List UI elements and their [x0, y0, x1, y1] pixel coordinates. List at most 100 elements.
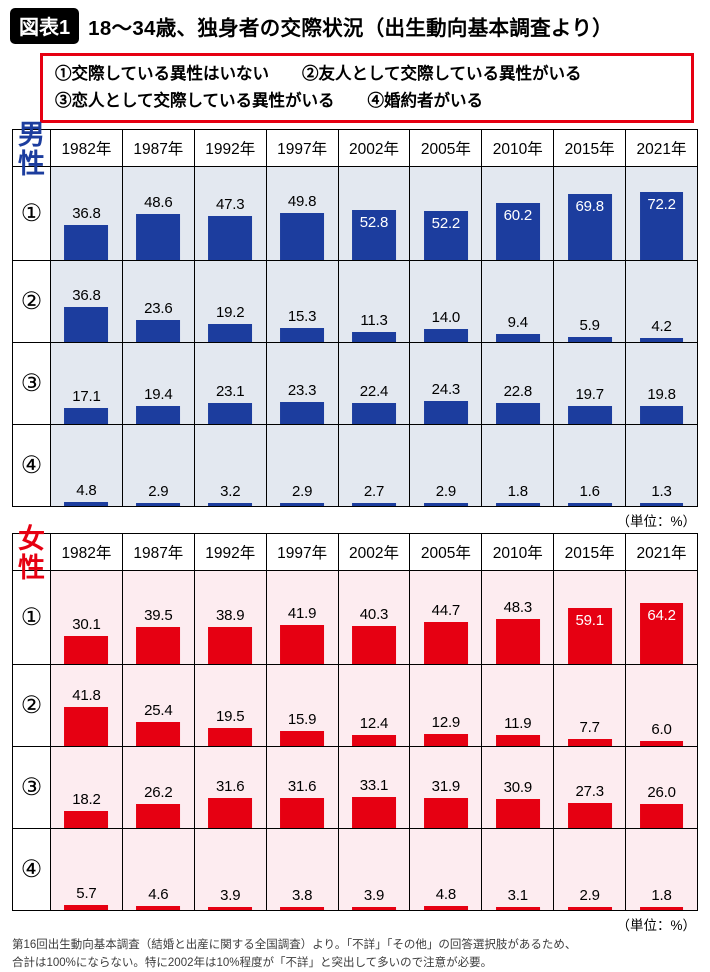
bar: [64, 905, 109, 911]
bar-cell: 4.8: [410, 829, 483, 912]
legend-box: ①交際している異性はいない ②友人として交際している異性がいる ③恋人として交際…: [40, 53, 694, 124]
bar-cell: 59.1: [554, 571, 627, 666]
bar: [208, 324, 253, 343]
bar-value: 52.2: [431, 214, 461, 232]
bar: [567, 194, 612, 261]
bar: [208, 503, 253, 507]
bar-cell: 2.9: [122, 425, 195, 508]
bar-cell: 22.8: [482, 343, 555, 426]
bar-value: 64.2: [647, 607, 676, 625]
bar-cell: 72.2: [626, 167, 698, 262]
bar-value: 5.9: [579, 316, 600, 334]
bar: [423, 329, 468, 343]
bar-cell: 64.2: [626, 571, 698, 666]
bar-value: 3.1: [507, 887, 528, 905]
bar: [280, 798, 325, 829]
bar-cell: 31.6: [194, 747, 267, 830]
bar-value: 2.7: [363, 483, 385, 501]
bar-value: 1.8: [651, 887, 672, 905]
male-table: 1982年 1987年 1992年 1997年 2002年 2005年 2010年 2015年…: [12, 129, 698, 508]
bar-value: 11.9: [504, 715, 532, 733]
bar: [423, 734, 468, 747]
female-table: 1982年 1987年 1992年 1997年 2002年 2005年 2010年 2015年…: [12, 533, 698, 912]
bar-value: 48.6: [144, 194, 173, 212]
row-label: ②: [13, 665, 51, 748]
bar-value: 25.4: [144, 702, 173, 720]
bar: [208, 727, 253, 747]
bar: [495, 735, 540, 747]
year-header-cell: 2002年: [338, 130, 411, 168]
bar-cell: 3.9: [338, 829, 411, 912]
bar-cell: 19.8: [626, 343, 698, 426]
row-label: ①: [13, 571, 51, 666]
bar: [208, 627, 253, 665]
bar: [567, 336, 612, 343]
bar-value: 44.7: [431, 601, 461, 619]
bar-cell: 11.9: [482, 665, 555, 748]
bar-cell: 26.2: [122, 747, 195, 830]
bar-cell: 36.8: [51, 261, 123, 344]
bar-value: 7.7: [579, 719, 600, 737]
bar-cell: 3.8: [266, 829, 339, 912]
bar: [280, 503, 325, 507]
row-label: ④: [13, 425, 51, 508]
bar-value: 38.9: [216, 607, 245, 625]
bar-cell: 24.3: [410, 343, 483, 426]
bar: [495, 503, 540, 507]
bar: [495, 203, 540, 261]
bar-cell: 12.4: [338, 665, 411, 748]
bar-cell: 18.2: [51, 747, 123, 830]
bar-value: 3.8: [291, 886, 313, 904]
bar-cell: 17.1: [51, 343, 123, 426]
bar-cell: 9.4: [482, 261, 555, 344]
bar-value: 23.6: [144, 300, 173, 318]
bar: [639, 740, 684, 747]
bar-cell: 69.8: [554, 167, 627, 262]
corner-cell: [13, 130, 51, 168]
bar: [639, 907, 684, 911]
male-chart-section: 男性 1982年 1987年 1992年 1997年 2002年 2005年 2010年 201…: [10, 120, 700, 530]
row-label: ③: [13, 343, 51, 426]
bar-value: 23.1: [216, 382, 245, 400]
bar-value: 31.6: [287, 778, 317, 796]
year-header-cell: 1982年: [51, 130, 123, 168]
bar: [352, 734, 396, 747]
bar: [423, 503, 468, 507]
year-header-cell: 1992年: [194, 534, 267, 572]
bar-value: 52.8: [359, 214, 389, 232]
bar-cell: 3.2: [194, 425, 267, 508]
year-header-cell: 2010年: [482, 130, 555, 168]
bar-value: 9.4: [507, 313, 528, 331]
bar: [136, 722, 181, 747]
row-label: ④: [13, 829, 51, 912]
bar: [280, 906, 325, 911]
bar-value: 31.9: [431, 778, 461, 796]
bar-cell: 15.9: [266, 665, 339, 748]
bar-value: 39.5: [144, 606, 173, 624]
bar-value: 22.4: [359, 383, 389, 401]
bar-value: 2.9: [435, 483, 457, 501]
bar-value: 69.8: [575, 198, 604, 216]
bar: [136, 503, 181, 507]
year-header-cell: 2021年: [626, 534, 698, 572]
year-header-cell: 2002年: [338, 534, 411, 572]
bar-value: 49.8: [287, 193, 317, 211]
bar: [495, 402, 540, 425]
bar: [567, 405, 612, 425]
bar-value: 41.9: [287, 604, 317, 622]
page-title: 18〜34歳、独身者の交際状況（出生動向基本調査より）: [88, 17, 613, 40]
bar: [136, 320, 181, 343]
bar-cell: 39.5: [122, 571, 195, 666]
bar: [208, 798, 253, 829]
bar-value: 15.3: [287, 307, 317, 325]
bar-cell: 48.3: [482, 571, 555, 666]
bar-cell: 14.0: [410, 261, 483, 344]
bar-cell: 41.8: [51, 665, 123, 748]
bar-value: 3.2: [220, 483, 241, 501]
footnote: 第16回出生動向基本調査（結婚と出産に関する全国調査）より。「不詳」「その他」の…: [12, 937, 700, 972]
bar-cell: 7.7: [554, 665, 627, 748]
bar-cell: 31.9: [410, 747, 483, 830]
bar: [208, 402, 253, 425]
bar: [136, 803, 181, 829]
legend-line-1: ①交際している異性はいない ②友人として交際している異性がいる: [55, 65, 582, 83]
